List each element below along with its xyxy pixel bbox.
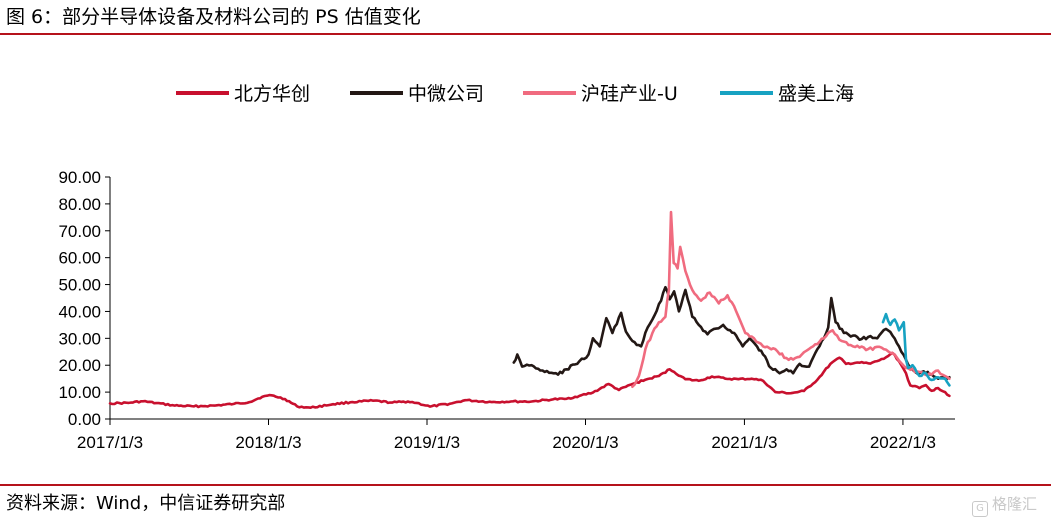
source-note: 资料来源：Wind，中信证券研究部 <box>6 493 286 514</box>
y-tick-label: 30.00 <box>58 329 101 348</box>
y-tick-label: 70.00 <box>58 222 101 241</box>
x-tick-label: 2018/1/3 <box>235 433 301 452</box>
x-tick-label: 2021/1/3 <box>711 433 777 452</box>
x-tick-label: 2017/1/3 <box>77 433 143 452</box>
y-tick-label: 80.00 <box>58 195 101 214</box>
series-line-2 <box>512 285 951 380</box>
watermark-text: 格隆汇 <box>991 495 1037 513</box>
legend-label-1: 北方华创 <box>234 83 310 105</box>
series-line-3 <box>631 210 951 388</box>
chart-legend: 北方华创 中微公司 沪硅产业-U 盛美上海 <box>176 83 854 105</box>
figure-title: 图 6：部分半导体设备及材料公司的 PS 估值变化 <box>6 6 421 28</box>
plot-area <box>108 210 951 409</box>
x-tick-label: 2019/1/3 <box>394 433 460 452</box>
y-tick-label: 60.00 <box>58 249 101 268</box>
watermark-logo-icon: G <box>971 501 988 517</box>
legend-label-4: 盛美上海 <box>778 83 854 105</box>
y-tick-label: 40.00 <box>58 302 101 321</box>
y-tick-label: 90.00 <box>58 168 101 187</box>
series-line-4 <box>881 312 951 387</box>
watermark: G 格隆汇 <box>971 493 1037 517</box>
x-axis: 2017/1/3 2018/1/3 2019/1/3 2020/1/3 2021/1/3… <box>77 418 955 452</box>
y-tick-label: 20.00 <box>58 356 101 375</box>
y-tick-label: 10.00 <box>58 383 101 402</box>
x-tick-label: 2022/1/3 <box>870 433 936 452</box>
y-tick-label: 0.00 <box>68 410 101 429</box>
series-line-1 <box>108 351 951 409</box>
x-tick-label: 2020/1/3 <box>552 433 618 452</box>
y-axis: 0.00 10.00 20.00 30.00 40.00 50.00 60.00 70.00 8… <box>58 168 111 429</box>
bottom-rule <box>0 484 1051 486</box>
legend-label-3: 沪硅产业-U <box>581 83 678 105</box>
y-tick-label: 50.00 <box>58 276 101 295</box>
top-rule <box>0 33 1051 35</box>
legend-label-2: 中微公司 <box>408 83 484 105</box>
